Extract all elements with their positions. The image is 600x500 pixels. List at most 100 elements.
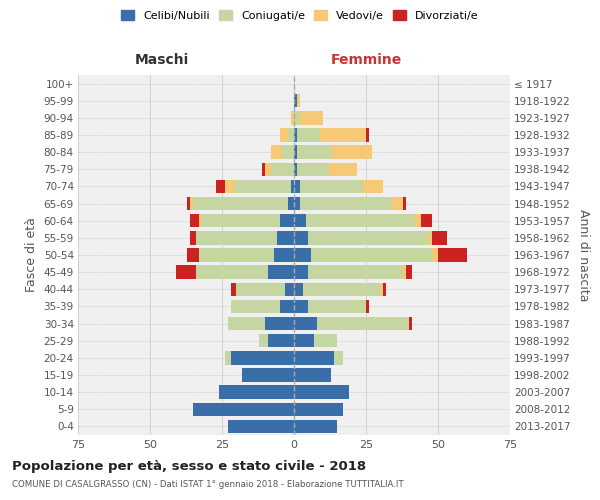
Bar bbox=[190, 231, 196, 244]
Bar bbox=[230, 351, 294, 364]
Bar bbox=[294, 386, 349, 399]
Y-axis label: Anni di nascita: Anni di nascita bbox=[577, 209, 590, 301]
Bar bbox=[297, 94, 300, 108]
Bar bbox=[403, 266, 406, 279]
Bar bbox=[380, 282, 383, 296]
Bar bbox=[294, 282, 302, 296]
Y-axis label: Fasce di età: Fasce di età bbox=[25, 218, 38, 292]
Bar bbox=[329, 162, 358, 176]
Text: Femmine: Femmine bbox=[331, 54, 401, 68]
Bar bbox=[363, 180, 383, 193]
Bar bbox=[265, 317, 294, 330]
Bar bbox=[294, 146, 297, 159]
Bar bbox=[265, 162, 271, 176]
Bar bbox=[280, 214, 294, 228]
Bar bbox=[187, 197, 190, 210]
Bar bbox=[294, 231, 308, 244]
Bar bbox=[199, 248, 274, 262]
Bar bbox=[230, 300, 280, 313]
Bar bbox=[288, 197, 294, 210]
Bar bbox=[196, 231, 277, 244]
Bar bbox=[216, 180, 225, 193]
Bar bbox=[294, 368, 331, 382]
Text: Popolazione per età, sesso e stato civile - 2018: Popolazione per età, sesso e stato civil… bbox=[12, 460, 366, 473]
Bar bbox=[219, 386, 294, 399]
Bar bbox=[190, 214, 199, 228]
Bar bbox=[187, 248, 199, 262]
Bar bbox=[331, 146, 372, 159]
Bar bbox=[294, 162, 297, 176]
Bar bbox=[297, 146, 331, 159]
Bar bbox=[286, 282, 294, 296]
Bar bbox=[308, 231, 430, 244]
Bar bbox=[366, 300, 369, 313]
Bar bbox=[262, 162, 265, 176]
Bar bbox=[294, 248, 311, 262]
Bar bbox=[409, 317, 412, 330]
Bar bbox=[432, 231, 446, 244]
Bar bbox=[294, 214, 305, 228]
Bar bbox=[297, 162, 329, 176]
Bar bbox=[271, 162, 294, 176]
Bar bbox=[225, 180, 233, 193]
Bar bbox=[190, 197, 193, 210]
Bar bbox=[291, 111, 294, 124]
Bar bbox=[294, 402, 343, 416]
Bar bbox=[300, 180, 363, 193]
Bar bbox=[320, 128, 366, 141]
Bar bbox=[271, 146, 283, 159]
Bar bbox=[300, 197, 392, 210]
Bar bbox=[283, 146, 294, 159]
Bar bbox=[288, 128, 294, 141]
Bar bbox=[294, 180, 300, 193]
Bar bbox=[317, 317, 409, 330]
Bar bbox=[406, 266, 412, 279]
Bar bbox=[268, 334, 294, 347]
Bar bbox=[294, 334, 314, 347]
Bar bbox=[294, 94, 297, 108]
Bar bbox=[228, 420, 294, 433]
Bar bbox=[415, 214, 421, 228]
Bar bbox=[268, 266, 294, 279]
Bar bbox=[294, 197, 300, 210]
Bar bbox=[314, 334, 337, 347]
Bar bbox=[432, 248, 438, 262]
Bar bbox=[297, 128, 320, 141]
Bar bbox=[294, 351, 334, 364]
Bar bbox=[300, 111, 323, 124]
Bar bbox=[230, 282, 236, 296]
Bar bbox=[430, 231, 432, 244]
Bar bbox=[334, 351, 343, 364]
Bar bbox=[202, 214, 280, 228]
Bar bbox=[302, 282, 380, 296]
Bar bbox=[225, 351, 230, 364]
Bar bbox=[421, 214, 432, 228]
Bar bbox=[233, 180, 291, 193]
Bar bbox=[403, 197, 406, 210]
Bar bbox=[311, 248, 432, 262]
Bar bbox=[193, 402, 294, 416]
Bar bbox=[259, 334, 268, 347]
Bar bbox=[294, 300, 308, 313]
Bar bbox=[305, 214, 415, 228]
Bar bbox=[176, 266, 196, 279]
Bar bbox=[291, 180, 294, 193]
Bar bbox=[280, 300, 294, 313]
Text: Maschi: Maschi bbox=[135, 54, 189, 68]
Bar bbox=[294, 317, 317, 330]
Legend: Celibi/Nubili, Coniugati/e, Vedovi/e, Divorziati/e: Celibi/Nubili, Coniugati/e, Vedovi/e, Di… bbox=[117, 6, 483, 25]
Bar bbox=[199, 214, 202, 228]
Bar bbox=[193, 197, 288, 210]
Bar bbox=[392, 197, 403, 210]
Bar bbox=[294, 266, 308, 279]
Bar bbox=[294, 128, 297, 141]
Bar bbox=[294, 111, 300, 124]
Bar bbox=[366, 128, 369, 141]
Bar bbox=[242, 368, 294, 382]
Bar bbox=[308, 266, 403, 279]
Bar bbox=[277, 231, 294, 244]
Bar bbox=[294, 420, 337, 433]
Bar bbox=[228, 317, 265, 330]
Text: COMUNE DI CASALGRASSO (CN) - Dati ISTAT 1° gennaio 2018 - Elaborazione TUTTITALI: COMUNE DI CASALGRASSO (CN) - Dati ISTAT … bbox=[12, 480, 404, 489]
Bar bbox=[280, 128, 288, 141]
